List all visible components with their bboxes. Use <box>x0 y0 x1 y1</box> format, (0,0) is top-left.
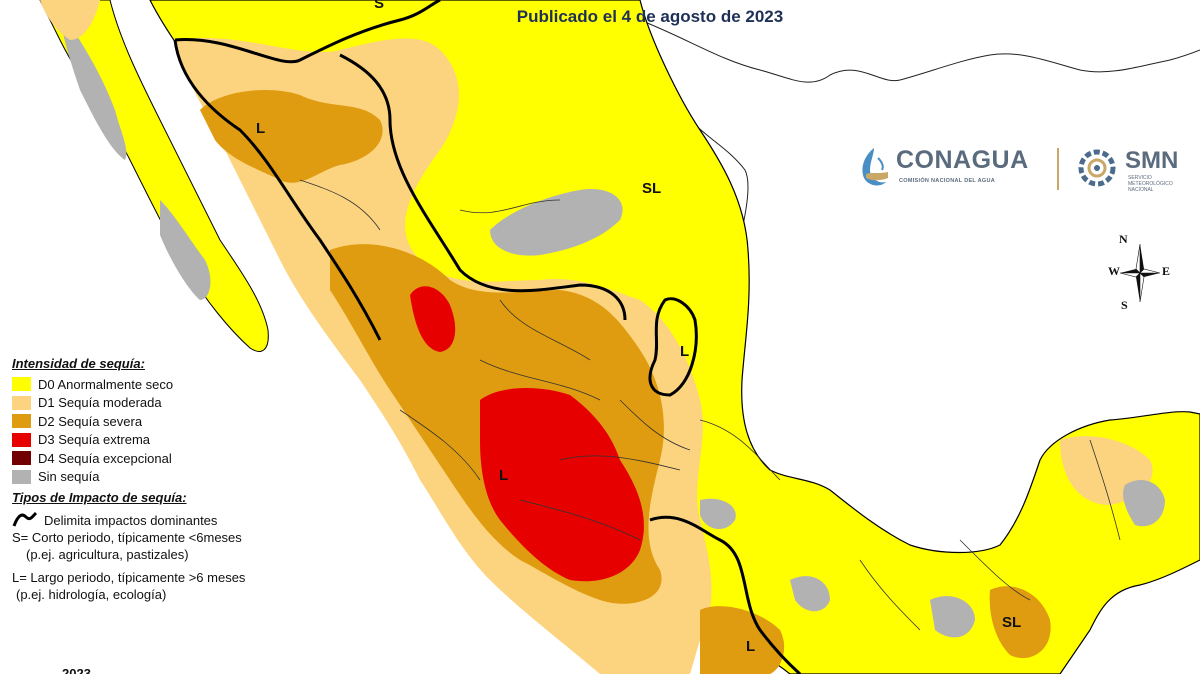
map-label-l-south: L <box>746 638 756 655</box>
map-legend: Intensidad de sequía: D0 Anormalmente se… <box>12 356 332 603</box>
d1-southeast <box>989 586 1051 659</box>
map-label-sl-northeast: SL <box>642 180 662 197</box>
baja-gray-north <box>60 10 127 160</box>
us-coastline <box>639 19 1200 83</box>
legend-short-line2: (p.ej. agricultura, pastizales) <box>26 547 189 562</box>
compass-west: W <box>1108 264 1120 278</box>
smn-subtitle: SERVICIO METEOROLÓGICO NACIONAL <box>1128 175 1173 193</box>
compass-rose: N S E W <box>1108 230 1172 314</box>
legend-swatch <box>12 432 31 447</box>
map-label-l-northwest: L <box>256 120 266 137</box>
d3-central <box>480 388 644 582</box>
logo-divider <box>1057 148 1059 190</box>
impact-boundary-gulf <box>648 297 698 397</box>
legend-long-line2: (p.ej. hidrología, ecología) <box>16 587 167 602</box>
baja-d1-patch <box>40 0 100 40</box>
gray-yucatan <box>1123 480 1165 527</box>
legend-swatch <box>12 414 31 429</box>
compass-rose-icon <box>1120 244 1160 302</box>
impact-boundary-north <box>174 0 441 64</box>
compass-east: E <box>1162 264 1171 278</box>
legend-item-label: Sin sequía <box>38 469 100 485</box>
map-publication-date: Publicado el 4 de agosto de 2023 <box>516 7 784 26</box>
legend-item-label: D2 Sequía severa <box>38 413 143 429</box>
legend-item-label: D1 Sequía moderada <box>38 395 162 411</box>
baja-gray-south <box>160 200 211 300</box>
legend-item-label: D4 Sequía excepcional <box>38 450 172 466</box>
legend-item: D2 Sequía severa <box>12 412 332 431</box>
d2-south <box>700 606 785 674</box>
legend-swatch <box>12 451 31 466</box>
legend-short-line1: S= Corto periodo, típicamente <6meses <box>12 530 242 545</box>
smn-wordmark: SMN <box>1125 147 1179 174</box>
smn-logo-icon <box>1078 149 1116 187</box>
gray-chiapas <box>930 596 975 638</box>
gray-northeast <box>490 189 623 256</box>
agency-logos: CONAGUA COMISIÓN NACIONAL DEL AGUA SMN S… <box>852 138 1197 200</box>
legend-item: D1 Sequía moderada <box>12 394 332 413</box>
impact-boundary-central <box>339 53 627 321</box>
legend-item-label: D3 Sequía extrema <box>38 432 151 448</box>
conagua-logo-icon <box>862 148 888 186</box>
legend-item: D4 Sequía excepcional <box>12 449 332 468</box>
compass-south: S <box>1121 298 1128 312</box>
legend-long-line1: L= Largo periodo, típicamente >6 meses <box>12 570 246 585</box>
legend-short-term: S= Corto periodo, típicamente <6meses (p… <box>12 529 332 563</box>
gray-oaxaca <box>790 576 830 612</box>
legend-impact-title: Tipos de Impacto de sequía: <box>12 490 187 505</box>
impact-boundary-south <box>649 515 802 674</box>
legend-impact-line-label: Delimita impactos dominantes <box>44 512 218 528</box>
legend-item: D0 Anormalmente seco <box>12 375 332 394</box>
legend-item: D3 Sequía extrema <box>12 431 332 450</box>
conagua-wordmark: CONAGUA <box>896 146 1029 174</box>
map-label-sl-southeast: SL <box>1002 614 1022 631</box>
state-boundaries <box>299 179 1121 631</box>
legend-category-list: D0 Anormalmente seco D1 Sequía moderada D2… <box>12 375 332 486</box>
legend-item-label: D0 Anormalmente seco <box>38 376 174 392</box>
map-label-l-gulf: L <box>680 343 690 360</box>
legend-item: Sin sequía <box>12 468 332 487</box>
legend-swatch <box>12 377 31 392</box>
impact-boundary-west <box>173 39 382 341</box>
compass-north: N <box>1119 232 1128 246</box>
d3-sinaloa <box>410 286 456 352</box>
map-label-l-west: L <box>499 467 509 484</box>
legend-intensity-title: Intensidad de sequía: <box>12 356 145 371</box>
impact-boundary-line-icon <box>12 511 38 527</box>
year-fragment: 2023 <box>62 666 91 674</box>
map-label-s: S <box>374 0 385 12</box>
conagua-subtitle: COMISIÓN NACIONAL DEL AGUA <box>899 178 996 184</box>
legend-swatch <box>12 395 31 410</box>
legend-long-term: L= Largo periodo, típicamente >6 meses (… <box>12 569 332 603</box>
legend-swatch <box>12 469 31 484</box>
d2-northwest <box>200 90 383 183</box>
legend-impact-line-row: Delimita impactos dominantes <box>12 511 332 529</box>
gray-gulf-small <box>700 498 736 530</box>
